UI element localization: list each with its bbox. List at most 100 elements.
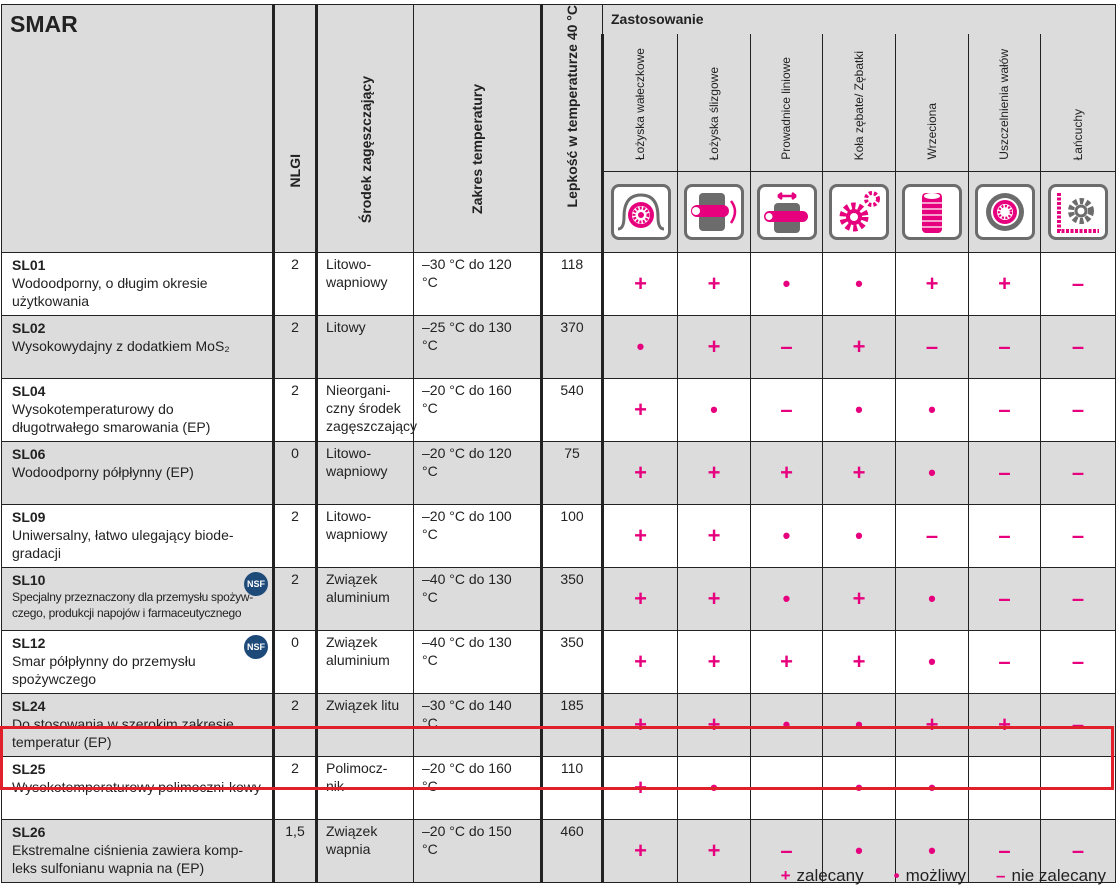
product-description: Ekstremalne ciśnienia zawiera komp-leks … xyxy=(12,842,244,877)
header-temp-range: Zakres temperatury xyxy=(469,83,485,214)
viscosity-cell: 110 xyxy=(540,756,603,821)
table-row: SL04 Wysokotemperaturowy do długotrwałego… xyxy=(1,378,1116,443)
product-cell: SL10 Specjalny przeznaczony dla przemysłu… xyxy=(1,567,274,632)
rating-minus: – xyxy=(1040,819,1116,884)
rating-plus: + xyxy=(601,630,678,695)
product-code: SL04 xyxy=(12,383,46,400)
temp-range-cell: –40 °C do 130 °C xyxy=(413,630,542,695)
table-row: SL06 Wodoodporny półpłynny (EP) 0 Litowo-wa… xyxy=(1,441,1116,506)
rating-minus: – xyxy=(968,378,1041,443)
temp-range-cell: –30 °C do 120 °C xyxy=(413,252,542,317)
viscosity-cell: 350 xyxy=(540,567,603,632)
application-label: Łożyska wałeczkowe xyxy=(633,47,647,160)
rating-plus: + xyxy=(822,567,896,632)
viscosity-cell: 100 xyxy=(540,504,603,569)
rating-dot: • xyxy=(822,756,896,821)
rating-plus: + xyxy=(895,252,969,317)
gears-icon xyxy=(829,184,889,241)
rating-minus: – xyxy=(968,819,1041,884)
application-icon-cell xyxy=(601,170,678,254)
rating-minus: – xyxy=(750,819,823,884)
product-description: Specjalny przeznaczony dla przemysłu spo… xyxy=(12,590,253,621)
rating-plus: + xyxy=(968,252,1041,317)
product-code: SL01 xyxy=(12,257,46,274)
rating-minus: – xyxy=(895,504,969,569)
temp-range-cell: –40 °C do 130 °C xyxy=(413,567,542,632)
application-icon-cell xyxy=(750,170,823,254)
rating-plus: + xyxy=(601,441,678,506)
application-label: Wrzeciona xyxy=(924,103,939,160)
rating-dot: • xyxy=(822,819,896,884)
table-row: SL09 Uniwersalny, łatwo ulegający biode-g… xyxy=(1,504,1116,569)
thickener-cell: Związek aluminium xyxy=(315,630,414,695)
product-description: Wodoodporny, o długim okresie użytkowani… xyxy=(12,275,208,310)
rating-dot: • xyxy=(677,378,751,443)
rating-minus: – xyxy=(1040,693,1116,758)
product-code: SL25 xyxy=(12,761,46,778)
thickener-cell: Związek wapnia xyxy=(315,819,414,884)
header-applications: Zastosowanie xyxy=(602,3,1116,34)
viscosity-cell: 350 xyxy=(540,630,603,695)
product-cell: SL09 Uniwersalny, łatwo ulegający biode-g… xyxy=(1,504,274,569)
rating-plus: + xyxy=(601,504,678,569)
rating-dot: • xyxy=(601,315,678,380)
rating-minus: – xyxy=(1040,756,1116,821)
temp-range-cell: –20 °C do 120 °C xyxy=(413,441,542,506)
rating-plus: + xyxy=(601,252,678,317)
rating-plus: + xyxy=(677,693,751,758)
rating-dot: • xyxy=(895,756,969,821)
viscosity-cell: 118 xyxy=(540,252,603,317)
table-row: SL25 Wysokotemperaturowy polimoczni-kowy 2… xyxy=(1,756,1116,821)
product-cell: SL06 Wodoodporny półpłynny (EP) xyxy=(1,441,274,506)
rating-minus: – xyxy=(1040,378,1116,443)
rating-dot: • xyxy=(895,630,969,695)
header-application: Łożyska ślizgowe xyxy=(677,33,751,172)
product-cell: SL01 Wodoodporny, o długim okresie użytko… xyxy=(1,252,274,317)
rating-dot: • xyxy=(822,252,896,317)
nlgi-cell: 2 xyxy=(272,693,317,758)
nlgi-cell: 2 xyxy=(272,567,317,632)
plain-bearing-icon xyxy=(684,184,744,241)
rating-minus: – xyxy=(750,756,823,821)
product-description: Wodoodporny półpłynny (EP) xyxy=(12,464,194,481)
application-icon-cell xyxy=(968,170,1041,254)
shaft-seal-icon xyxy=(974,184,1035,241)
application-label: Łożyska ślizgowe xyxy=(706,66,721,160)
rating-plus: + xyxy=(750,441,823,506)
rating-minus: – xyxy=(968,630,1041,695)
rating-dot: • xyxy=(677,756,751,821)
rating-plus: + xyxy=(895,693,969,758)
rating-minus: – xyxy=(895,315,969,380)
thickener-cell: Związek litu xyxy=(315,693,414,758)
viscosity-cell: 540 xyxy=(540,378,603,443)
legend-possible: • możliwy xyxy=(893,866,967,885)
viscosity-cell: 185 xyxy=(540,693,603,758)
nsf-badge: NSF xyxy=(244,635,268,660)
legend: + zalecany • możliwy – nie zalecany xyxy=(781,866,1106,886)
temp-range-cell: –20 °C do 160 °C xyxy=(413,756,542,821)
application-label: Łańcuchy xyxy=(1070,108,1085,160)
rating-minus: – xyxy=(968,756,1041,821)
viscosity-cell: 75 xyxy=(540,441,603,506)
product-cell: SL25 Wysokotemperaturowy polimoczni-kowy xyxy=(1,756,274,821)
rating-dot: • xyxy=(750,252,823,317)
rating-minus: – xyxy=(750,378,823,443)
rating-minus: – xyxy=(1040,567,1116,632)
rating-dot: • xyxy=(750,567,823,632)
table-row: SL02 Wysokowydajny z dodatkiem MoS₂ 2 Litow… xyxy=(1,315,1116,380)
rating-plus: + xyxy=(601,378,678,443)
viscosity-cell: 370 xyxy=(540,315,603,380)
rating-plus: + xyxy=(677,567,751,632)
nlgi-cell: 2 xyxy=(272,504,317,569)
roller-bearing-icon xyxy=(610,184,671,241)
table-row: SL26 Ekstremalne ciśnienia zawiera komp-l… xyxy=(1,819,1116,884)
rating-dot: • xyxy=(822,504,896,569)
rating-plus: + xyxy=(601,567,678,632)
rating-dot: • xyxy=(822,378,896,443)
nlgi-cell: 2 xyxy=(272,315,317,380)
nlgi-cell: 0 xyxy=(272,630,317,695)
nlgi-cell: 2 xyxy=(272,756,317,821)
rating-minus: – xyxy=(1040,504,1116,569)
rating-dot: • xyxy=(750,504,823,569)
product-cell: SL26 Ekstremalne ciśnienia zawiera komp-l… xyxy=(1,819,274,884)
